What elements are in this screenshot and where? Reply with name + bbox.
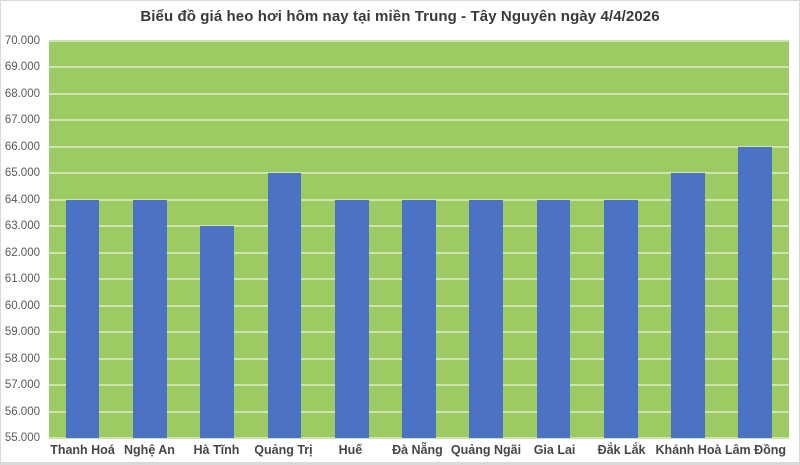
bar xyxy=(133,199,167,438)
bar-slot xyxy=(520,41,587,438)
y-tick-label: 55.000 xyxy=(4,432,40,444)
bar-slot xyxy=(251,41,318,438)
gridline xyxy=(49,172,789,175)
gridline xyxy=(49,198,789,201)
x-tick-label: Huế xyxy=(338,443,363,457)
bar-slot xyxy=(722,41,789,438)
bar-slot xyxy=(587,41,654,438)
y-tick-label: 59.000 xyxy=(4,326,40,339)
y-tick-label: 70.000 xyxy=(4,35,40,47)
bar-slot xyxy=(453,41,520,438)
x-tick-label: Đà Nẵng xyxy=(392,443,443,457)
y-tick-label: 66.000 xyxy=(4,140,40,153)
x-tick-label: Thanh Hoá xyxy=(50,443,115,457)
bar xyxy=(469,199,504,438)
y-axis: 55.000 56.000 57.000 58.000 59.000 60.000 61.0… xyxy=(1,35,43,444)
gridline xyxy=(49,40,789,42)
x-tick-label: Đắk Lắk xyxy=(597,443,646,457)
y-tick-label: 67.000 xyxy=(4,114,40,127)
x-tick-label: Gia Lai xyxy=(533,443,576,457)
bar-slot xyxy=(654,41,721,438)
x-tick-label: Quảng Trị xyxy=(254,443,313,457)
y-tick-label: 56.000 xyxy=(4,405,40,418)
gridline xyxy=(49,145,789,148)
x-tick-label: Nghệ An xyxy=(124,443,175,457)
bar xyxy=(267,173,302,438)
bar xyxy=(671,173,705,438)
x-axis: Thanh Hoá Nghệ An Hà Tĩnh Quảng Trị Huế Đà Nẵ… xyxy=(49,441,789,461)
bar-slot xyxy=(49,41,116,438)
y-tick-label: 64.000 xyxy=(4,193,40,206)
y-tick-label: 68.000 xyxy=(4,87,40,100)
bar xyxy=(65,199,100,438)
y-tick-label: 63.000 xyxy=(4,220,40,233)
y-tick-label: 65.000 xyxy=(4,167,40,180)
x-tick-label: Hà Tĩnh xyxy=(193,443,240,457)
bar-slot xyxy=(184,41,251,438)
y-tick-label: 69.000 xyxy=(4,61,40,74)
x-tick-label: Quảng Ngãi xyxy=(450,443,522,457)
bar xyxy=(603,199,638,438)
x-tick-label: Khánh Hoà xyxy=(655,443,722,457)
bar-slot xyxy=(385,41,452,438)
x-tick-label: Lâm Đồng xyxy=(724,443,787,457)
bar xyxy=(200,226,234,438)
y-tick-label: 61.000 xyxy=(4,273,40,286)
bar-slot xyxy=(318,41,385,438)
gridline xyxy=(49,119,789,122)
chart-title: Biểu đồ giá heo hơi hôm nay tại miền Tru… xyxy=(140,8,660,25)
bar xyxy=(402,199,436,438)
gridline xyxy=(49,437,789,439)
plot-area xyxy=(49,40,789,439)
gridline xyxy=(49,92,789,95)
y-tick-label: 57.000 xyxy=(4,379,40,392)
bar xyxy=(334,199,369,438)
y-tick-label: 60.000 xyxy=(4,299,40,312)
y-tick-label: 62.000 xyxy=(4,246,40,259)
bar-slot xyxy=(116,41,183,438)
bar xyxy=(536,199,571,438)
y-tick-label: 58.000 xyxy=(4,352,40,365)
bar xyxy=(738,146,773,438)
gridline xyxy=(49,66,789,69)
bar-series xyxy=(49,41,789,438)
